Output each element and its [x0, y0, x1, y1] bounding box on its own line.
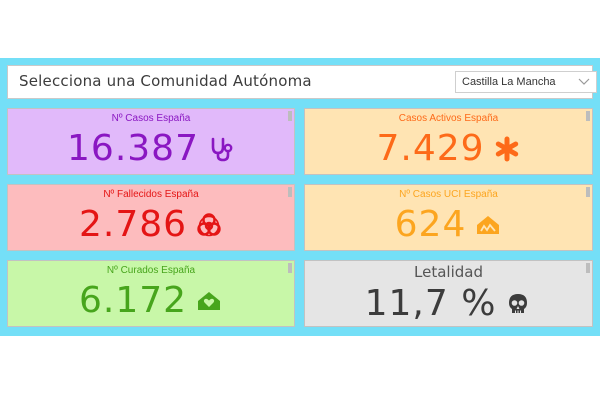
card-value: 16.387 [67, 128, 199, 169]
scrollbar-thumb[interactable] [586, 187, 590, 197]
card-title: Nº Fallecidos España [103, 189, 199, 200]
card-value: 11,7 % [364, 283, 497, 324]
scrollbar-thumb[interactable] [288, 263, 292, 273]
scrollbar-thumb[interactable] [288, 187, 292, 197]
card-value: 2.786 [78, 204, 188, 245]
card-value: 6.172 [78, 280, 188, 321]
card-value-row: 11,7 % [305, 281, 592, 326]
card-value-row: 7.429 [305, 126, 592, 172]
chevron-down-icon [578, 78, 590, 85]
card-value-row: 6.172 [8, 278, 294, 324]
stethoscope-icon [211, 137, 233, 162]
card-value: 624 [394, 204, 467, 245]
house-icon [477, 216, 500, 234]
card-activos: Casos Activos España 7.429 [304, 108, 593, 175]
community-select[interactable]: Castilla La Mancha [455, 71, 597, 93]
scrollbar-thumb[interactable] [586, 111, 590, 121]
card-value: 7.429 [376, 128, 485, 169]
card-uci: Nº Casos UCI España 624 [304, 184, 593, 251]
card-casos: Nº Casos España 16.387 [7, 108, 295, 175]
card-title: Nº Casos UCI España [399, 189, 498, 200]
card-value-row: 2.786 [8, 202, 294, 248]
scrollbar-thumb[interactable] [288, 111, 292, 121]
community-selector-bar: Selecciona una Comunidad Autónoma Castil… [7, 65, 597, 99]
card-curados: Nº Curados España 6.172 [7, 260, 295, 327]
card-value-row: 16.387 [8, 126, 294, 172]
community-select-value: Castilla La Mancha [462, 76, 556, 88]
card-fallecidos: Nº Fallecidos España 2.786 [7, 184, 295, 251]
card-title: Casos Activos España [398, 113, 499, 124]
card-title: Letalidad [414, 263, 483, 281]
card-letalidad: Letalidad 11,7 % [304, 260, 593, 327]
skull-icon [509, 294, 528, 313]
home-heart-icon [198, 292, 221, 310]
selector-title: Selecciona una Comunidad Autónoma [19, 72, 312, 90]
card-value-row: 624 [305, 202, 592, 248]
scrollbar-thumb[interactable] [586, 263, 590, 273]
card-title: Nº Curados España [106, 265, 196, 276]
dashboard-frame: Selecciona una Comunidad Autónoma Castil… [0, 58, 600, 336]
biohazard-icon [197, 213, 221, 237]
card-title: Nº Casos España [111, 113, 191, 124]
asterisk-icon [495, 136, 518, 162]
